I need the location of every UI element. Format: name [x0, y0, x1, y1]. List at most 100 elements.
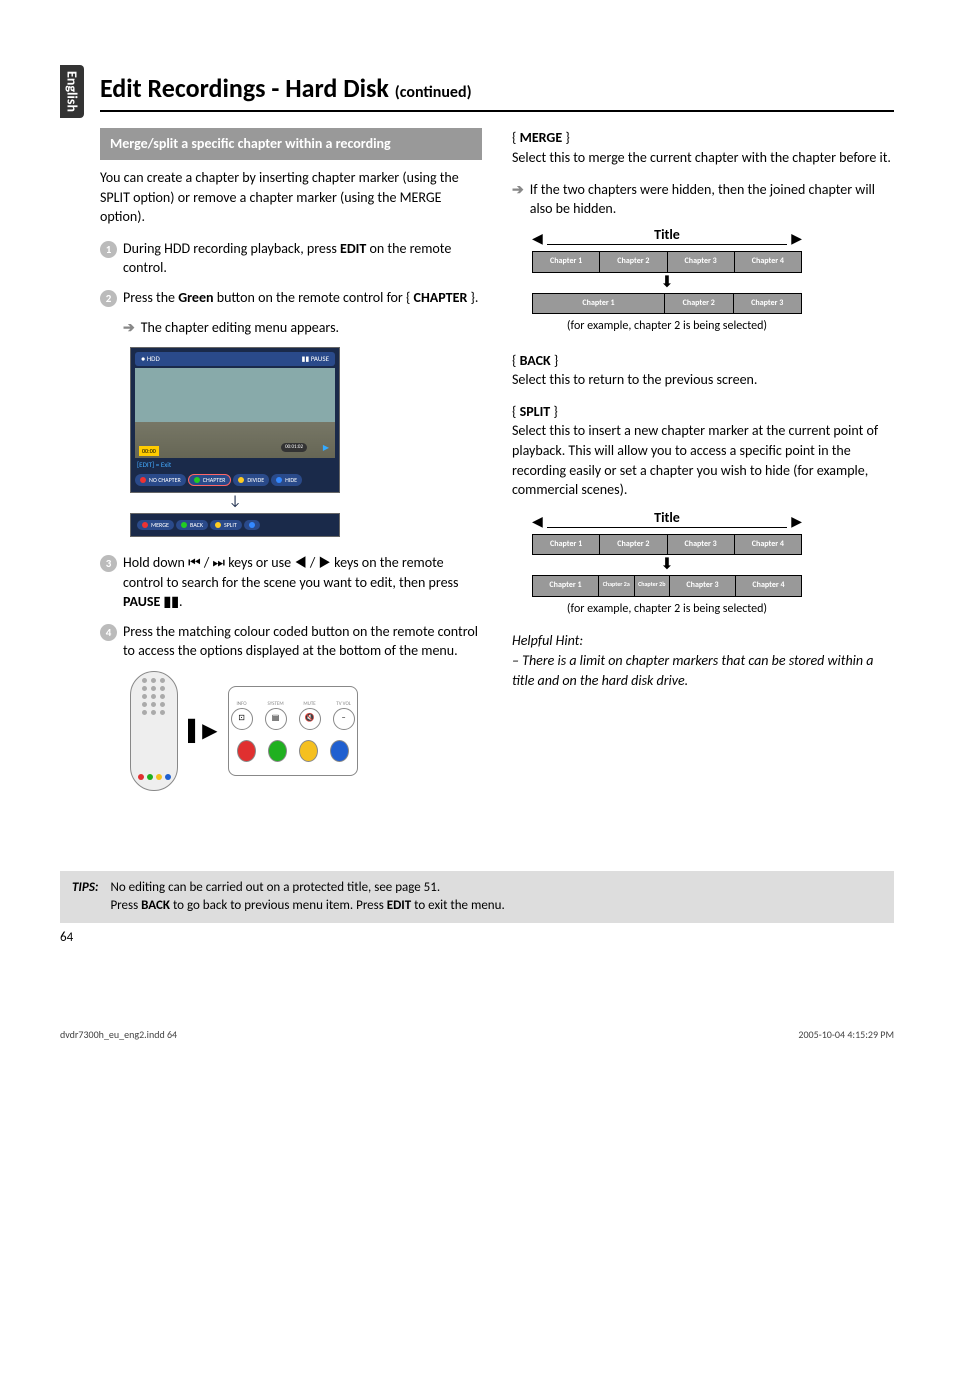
- pill-nochapter: NO CHAPTER: [135, 474, 186, 486]
- split-ch2b: Chapter 2b: [635, 576, 671, 595]
- pill-split: SPLIT: [210, 520, 242, 530]
- lbl-system: SYSTEM: [265, 701, 287, 708]
- screen-hdd: ● HDD: [141, 354, 160, 364]
- tips-2a: Press: [110, 898, 141, 913]
- hint-title: Helpful Hint:: [512, 631, 894, 651]
- screen-edit-exit: [EDIT] = Exit: [135, 458, 335, 472]
- lbl-mute: MUTE: [299, 701, 321, 708]
- pill-hide: HIDE: [271, 474, 302, 486]
- section-header: Merge/split a specific chapter within a …: [100, 128, 482, 160]
- hint-text: – There is a limit on chapter markers th…: [512, 651, 894, 690]
- ch3: Chapter 3: [668, 252, 735, 271]
- screen-scene: 00:00 00:01:02 ▶: [135, 368, 335, 458]
- sch1: Chapter 1: [533, 535, 600, 554]
- arrow-right-icon: ▶: [791, 512, 802, 532]
- back-label: BACK: [520, 352, 551, 369]
- pause-icon: ▮▮: [164, 593, 179, 610]
- pill-back: BACK: [176, 520, 208, 530]
- screen-mock: ● HDD ▮▮ PAUSE 00:00 00:01:02 ▶ [EDIT] =…: [130, 347, 340, 537]
- btn-green: [268, 740, 287, 762]
- arrow-icon: ➔: [512, 180, 524, 219]
- merge-arrow: ➔ If the two chapters were hidden, then …: [512, 180, 894, 219]
- tips-label: TIPS:: [72, 879, 98, 915]
- btn-info: ⊡: [231, 708, 253, 730]
- split-ch3: Chapter 3: [670, 576, 736, 595]
- step2-arrow-text: The chapter editing menu appears.: [141, 318, 339, 338]
- diagram-title2: Title: [547, 508, 787, 529]
- merge-text: Select this to merge the current chapter…: [512, 149, 891, 166]
- pill-chapter: CHAPTER: [188, 474, 232, 486]
- ch2: Chapter 2: [600, 252, 667, 271]
- step-1: 1 During HDD recording playback, press E…: [100, 239, 482, 278]
- step2-d: CHAPTER: [414, 289, 468, 306]
- lbl-info: INFO: [231, 701, 253, 708]
- btn-mute: 🔇: [299, 708, 321, 730]
- footer: dvdr7300h_eu_eng2.indd 64 2005-10-04 4:1…: [60, 1028, 894, 1042]
- scene-time-left: 00:00: [139, 446, 159, 456]
- arrow-icon: ➔: [123, 318, 135, 338]
- step-4: 4 Press the matching colour coded button…: [100, 622, 482, 661]
- step3-a: Hold down: [123, 554, 188, 571]
- step2-result: ➔ The chapter editing menu appears.: [100, 318, 482, 338]
- arrow-left-icon: ◀: [532, 512, 543, 532]
- step2-e: }.: [467, 289, 478, 306]
- step1-text-a: During HDD recording playback, press: [123, 240, 340, 257]
- footer-left: dvdr7300h_eu_eng2.indd 64: [60, 1028, 177, 1042]
- screen-pause: ▮▮ PAUSE: [302, 354, 329, 364]
- step4-text: Press the matching colour coded button o…: [123, 622, 482, 661]
- right-arrow-icon: ▶: [319, 554, 332, 571]
- split-ch4: Chapter 4: [736, 576, 801, 595]
- intro-text: You can create a chapter by inserting ch…: [100, 168, 482, 227]
- ch4: Chapter 4: [735, 252, 801, 271]
- step-num-3: 3: [100, 555, 117, 572]
- merge-diagram: ◀Title▶ Chapter 1 Chapter 2 Chapter 3 Ch…: [532, 229, 802, 335]
- sch3: Chapter 3: [668, 535, 735, 554]
- step1-edit: EDIT: [340, 240, 366, 257]
- remote-illustration: ▌▶ INFO⊡ SYSTEM▤ MUTE🔇 TV VOL−: [130, 671, 482, 791]
- lbl-tvvol: TV VOL: [333, 701, 355, 708]
- tips-line1: No editing can be carried out on a prote…: [110, 879, 504, 897]
- right-column: { MERGE } Select this to merge the curre…: [512, 128, 894, 791]
- page-number: 64: [60, 929, 894, 947]
- pill-divide: DIVIDE: [233, 474, 269, 486]
- diagram-title: Title: [547, 225, 787, 246]
- step-num-2: 2: [100, 290, 117, 307]
- split-text: Select this to insert a new chapter mark…: [512, 422, 878, 498]
- split-label: SPLIT: [520, 403, 551, 420]
- footer-right: 2005-10-04 4:15:29 PM: [798, 1028, 894, 1042]
- merge-block: { MERGE } Select this to merge the curre…: [512, 128, 894, 167]
- merge-arrow-text: If the two chapters were hidden, then th…: [530, 180, 894, 219]
- skip-prev-icon: ⏮: [188, 554, 201, 571]
- merge-label: MERGE: [520, 129, 563, 146]
- step2-a: Press the: [123, 289, 178, 306]
- language-tab: English: [60, 65, 84, 118]
- btn-blue: [330, 740, 349, 762]
- remote-closeup: INFO⊡ SYSTEM▤ MUTE🔇 TV VOL−: [228, 686, 358, 776]
- step3-d: PAUSE: [123, 593, 160, 610]
- btn-system: ▤: [265, 708, 287, 730]
- split-block: { SPLIT } Select this to insert a new ch…: [512, 402, 894, 500]
- scene-time-mid: 00:01:02: [281, 443, 307, 452]
- step-3: 3 Hold down ⏮ / ⏭ keys or use ◀ / ▶ keys…: [100, 553, 482, 612]
- ch1: Chapter 1: [533, 252, 600, 271]
- sch2: Chapter 2: [600, 535, 667, 554]
- tips-edit: EDIT: [387, 898, 411, 913]
- step-num-1: 1: [100, 241, 117, 258]
- remote-outline: [130, 671, 178, 791]
- pill-merge: MERGE: [137, 520, 174, 530]
- tips-back: BACK: [141, 898, 170, 913]
- back-block: { BACK } Select this to return to the pr…: [512, 351, 894, 390]
- merge-example: (for example, chapter 2 is being selecte…: [532, 318, 802, 335]
- split-example: (for example, chapter 2 is being selecte…: [532, 601, 802, 618]
- merged-ch2: Chapter 2: [665, 294, 734, 313]
- step3-b: keys or use: [228, 554, 291, 571]
- btn-yellow: [299, 740, 318, 762]
- title-main: Edit Recordings - Hard Disk: [100, 72, 389, 104]
- btn-red: [237, 740, 256, 762]
- pill-empty: [244, 520, 260, 530]
- split-diagram: ◀Title▶ Chapter 1 Chapter 2 Chapter 3 Ch…: [532, 512, 802, 618]
- skip-next-icon: ⏭: [212, 554, 225, 571]
- step2-b: Green: [178, 289, 213, 306]
- step2-c: button on the remote control for {: [214, 289, 414, 306]
- tips-2e: to exit the menu.: [411, 898, 505, 913]
